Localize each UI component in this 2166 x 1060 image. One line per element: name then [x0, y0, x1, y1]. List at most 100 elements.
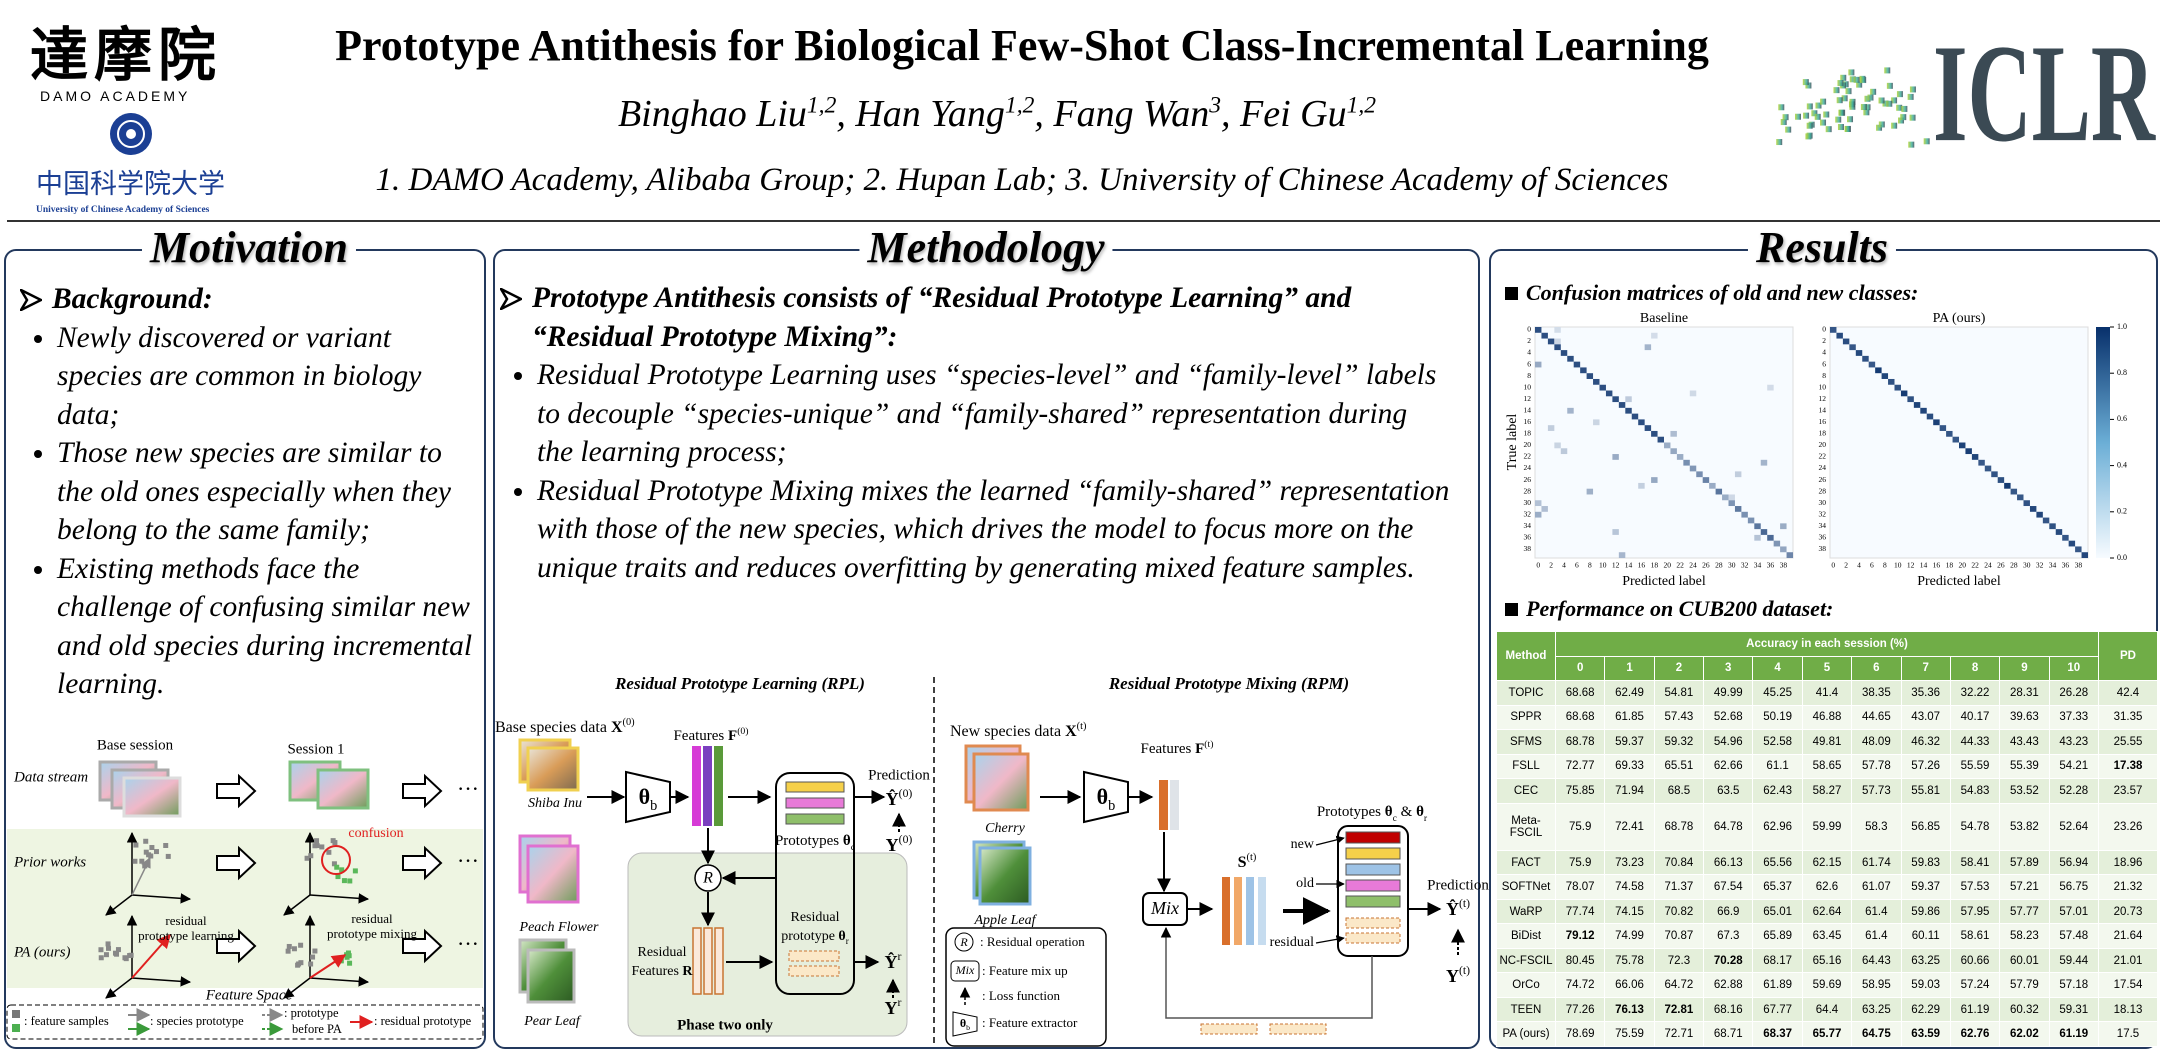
iclr-logo: ICLR	[1933, 16, 2156, 171]
table-cell: 64.4	[1801, 996, 1853, 1023]
bullet-list: Newly discovered or variant species are …	[20, 319, 475, 704]
table-cell: 46.88	[1801, 704, 1853, 731]
table-cell: 62.49	[1604, 680, 1655, 706]
box	[1836, 97, 1843, 104]
lead-line: Prototype Antithesis consists of “Residu…	[500, 279, 1450, 356]
table-row: FACT 75.9 73.23 70.84 66.13 65.56 62.15 61.74 59…	[1496, 849, 2158, 876]
table-cell: 63.5	[1703, 778, 1754, 804]
table-cell: 72.77	[1554, 753, 1606, 780]
header-cell: Method	[1496, 630, 1556, 682]
text-part: , Han Yang	[836, 93, 1005, 135]
table-cell: 67.77	[1752, 996, 1803, 1023]
method-cell: WaRP	[1496, 898, 1556, 925]
box	[1884, 67, 1891, 74]
table-cell: 60.11	[1900, 923, 1951, 949]
box	[1805, 133, 1812, 140]
table-cell: 32.22	[1949, 680, 2001, 706]
box	[1844, 126, 1851, 133]
table-cell: 65.56	[1752, 849, 1803, 876]
table-cell: 18.13	[2098, 996, 2158, 1023]
shape	[126, 129, 136, 139]
box	[1840, 74, 1847, 81]
table-cell: 66.13	[1703, 849, 1754, 876]
table-cell: 62.43	[1752, 778, 1803, 804]
box	[1776, 139, 1783, 146]
box	[1844, 125, 1851, 132]
table-cell: 43.07	[1900, 704, 1951, 731]
bullet: Those new species are similar to the old…	[57, 434, 475, 550]
box	[1811, 110, 1818, 117]
table-cell: 65.77	[1801, 1021, 1853, 1047]
box	[1891, 122, 1898, 129]
arrow-bullet	[20, 289, 42, 311]
table-cell: 17.5	[2098, 1021, 2158, 1047]
table-cell: 78.07	[1554, 874, 1606, 900]
table-cell: 68.16	[1703, 996, 1754, 1023]
box	[1839, 109, 1846, 116]
bullet: Existing methods face the challenge of c…	[57, 550, 475, 704]
table-row: CEC 75.85 71.94 68.5 63.5 62.43 58.27 57.73 55.8…	[1496, 778, 2158, 804]
table-cell: 43.43	[1999, 729, 2050, 755]
table-cell: 68.68	[1554, 704, 1606, 731]
table-cell: 52.64	[2048, 802, 2100, 851]
table-cell: 63.59	[1900, 1021, 1951, 1047]
table-cell: 55.59	[1949, 753, 2001, 780]
table-cell: 57.01	[2048, 898, 2100, 925]
box	[1805, 82, 1812, 89]
table-cell: 20.73	[2098, 898, 2158, 925]
table-cell: 75.78	[1604, 947, 1655, 974]
affiliations: 1. DAMO Academy, Alibaba Group; 2. Hupan…	[375, 162, 1669, 198]
box	[1842, 81, 1849, 88]
header-cell: 8	[1949, 655, 2001, 682]
table-cell: 45.25	[1752, 680, 1803, 706]
table-cell: 78.69	[1554, 1021, 1606, 1047]
table-row: 0 1 2 3 4 5 6 7 8 9 10	[1497, 655, 2158, 682]
box	[1785, 126, 1792, 133]
header-cell: 10	[2048, 655, 2100, 682]
table-cell: 71.37	[1653, 874, 1705, 900]
box	[1833, 87, 1840, 94]
poster-title: Prototype Antithesis for Biological Few-…	[335, 21, 1709, 70]
method-cell: SOFTNet	[1496, 874, 1556, 900]
table-cell: 74.99	[1604, 923, 1655, 949]
table-cell: 58.61	[1949, 923, 2001, 949]
table-cell: 66.06	[1604, 972, 1655, 998]
header-cell: 1	[1604, 655, 1655, 682]
table-cell: 21.32	[2098, 874, 2158, 900]
table-cell: 37.33	[2048, 704, 2100, 731]
box	[1849, 76, 1856, 83]
table-cell: 44.33	[1949, 729, 2001, 755]
table-cell: 52.68	[1703, 704, 1754, 731]
method-cell: PA (ours)	[1496, 1021, 1556, 1047]
text-part: 1,2	[1346, 92, 1377, 119]
confusion-title: Confusion matrices of old and new classe…	[1505, 280, 1918, 306]
method-cell: CEC	[1496, 778, 1556, 804]
motivation-text: Background: Newly discovered or variant …	[20, 280, 475, 704]
method-cell: SFMS	[1496, 729, 1556, 755]
method-cell: OrCo	[1496, 972, 1556, 998]
box	[1856, 81, 1863, 88]
box	[1808, 121, 1815, 128]
table-cell: 58.27	[1801, 778, 1853, 804]
table-cell: 49.81	[1801, 729, 1853, 755]
table-cell: 72.71	[1653, 1021, 1705, 1047]
table-cell: 64.75	[1851, 1021, 1902, 1047]
shape	[117, 120, 145, 148]
table-cell: 57.21	[1999, 874, 2050, 900]
table-cell: 52.28	[2048, 778, 2100, 804]
table-cell: 68.68	[1554, 680, 1606, 706]
bullet: Residual Prototype Mixing mixes the lear…	[537, 472, 1450, 588]
box	[1820, 119, 1827, 126]
table-cell: 41.4	[1801, 680, 1853, 706]
table-cell: 62.29	[1900, 996, 1951, 1023]
table-cell: 55.39	[1999, 753, 2050, 780]
table-cell: 61.07	[1851, 874, 1902, 900]
box	[1835, 116, 1842, 123]
section-heading: Methodology	[859, 222, 1113, 274]
table-cell: 64.43	[1851, 947, 1902, 974]
table-cell: 74.15	[1604, 898, 1655, 925]
table-cell: 43.23	[2048, 729, 2100, 755]
table-cell: 72.41	[1604, 802, 1655, 851]
box	[1860, 104, 1867, 111]
table-cell: 61.1	[1752, 753, 1803, 780]
